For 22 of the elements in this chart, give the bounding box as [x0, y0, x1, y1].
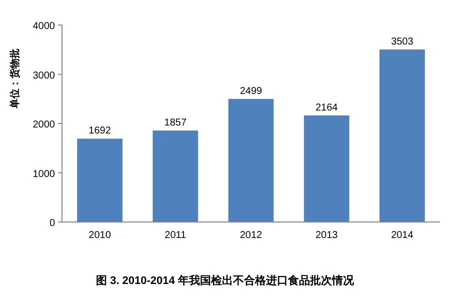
text: 图 3. 2010-2014 年我国检出不合格进口食品批次情况 — [96, 274, 355, 287]
data-label: 2499 — [240, 86, 263, 97]
x-tick-label: 2014 — [391, 230, 414, 241]
x-tick-label: 2012 — [240, 230, 263, 241]
data-label: 2164 — [315, 102, 338, 114]
y-tick-label: 0 — [49, 218, 56, 229]
data-label: 1692 — [88, 126, 112, 137]
bar — [304, 115, 350, 222]
y-tick-label: 3000 — [32, 70, 56, 82]
data-label: 1857 — [164, 118, 187, 129]
bar — [152, 130, 198, 222]
x-tick-label: 2011 — [164, 230, 187, 241]
bar — [77, 138, 122, 222]
y-tick-label: 1000 — [32, 168, 56, 180]
bar — [380, 49, 425, 222]
y-tick-label: 4000 — [32, 21, 56, 32]
data-label: 3503 — [391, 36, 414, 48]
x-tick-label: 2010 — [88, 230, 112, 241]
bar — [228, 98, 274, 222]
x-tick-label: 2013 — [315, 230, 338, 241]
y-tick-label: 2000 — [32, 120, 56, 130]
y-axis-title: 单位：货物批 — [9, 48, 21, 110]
